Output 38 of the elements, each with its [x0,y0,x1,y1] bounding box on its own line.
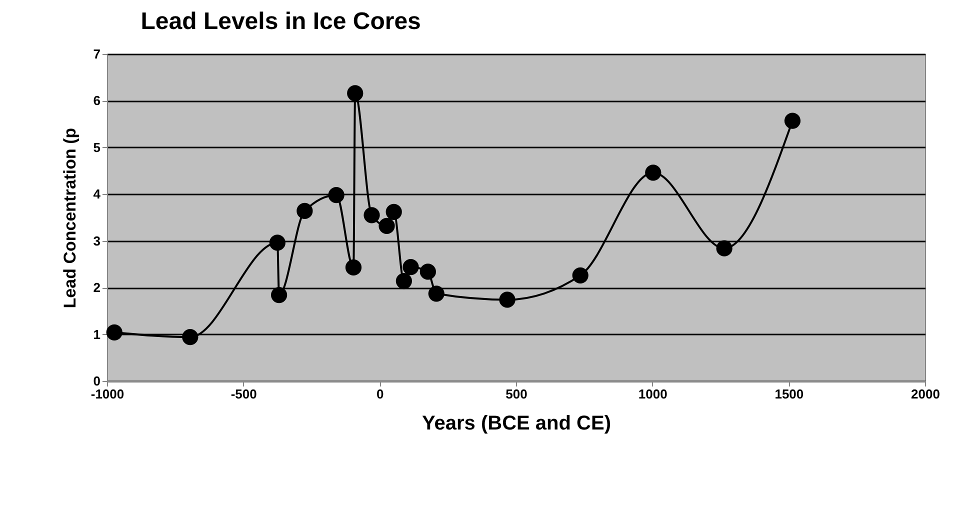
x-tick-label: 2000 [911,386,940,402]
point [296,202,313,220]
point [716,240,732,256]
y-tick-label: 0 [93,374,100,388]
x-axis-title: Years (BCE and CE) [422,412,611,434]
y-tick-label: 7 [93,46,100,62]
y-tick-label: 5 [93,140,100,155]
x-tick-label: 500 [506,386,528,402]
point [269,234,286,251]
point [428,286,444,302]
chart-title: Lead Levels in Ice Cores [140,8,421,35]
y-axis-title: Lead Concentration (p [60,128,80,308]
point [402,258,419,276]
point [572,267,588,284]
point [182,329,198,346]
x-tick-label: 0 [376,386,384,402]
y-tick-label: 2 [93,280,100,296]
point [106,324,122,340]
point [420,264,436,280]
x-tick-label: 1500 [774,386,804,402]
y-tick-label: 6 [93,93,100,108]
y-tick-label: 1 [93,326,100,342]
point [270,287,288,304]
point [784,112,801,129]
point [386,204,402,220]
point [499,292,516,308]
point [347,85,364,102]
x-tick-label: -1000 [90,386,124,402]
point [364,207,380,224]
y-tick-label: 4 [93,186,102,202]
point [345,259,362,276]
x-tick-label: -500 [230,386,257,402]
point [378,218,395,234]
point [396,272,412,290]
point [328,187,344,204]
x-tick-label: 1000 [638,386,668,402]
point [645,164,662,181]
y-tick-label: 3 [93,233,100,248]
